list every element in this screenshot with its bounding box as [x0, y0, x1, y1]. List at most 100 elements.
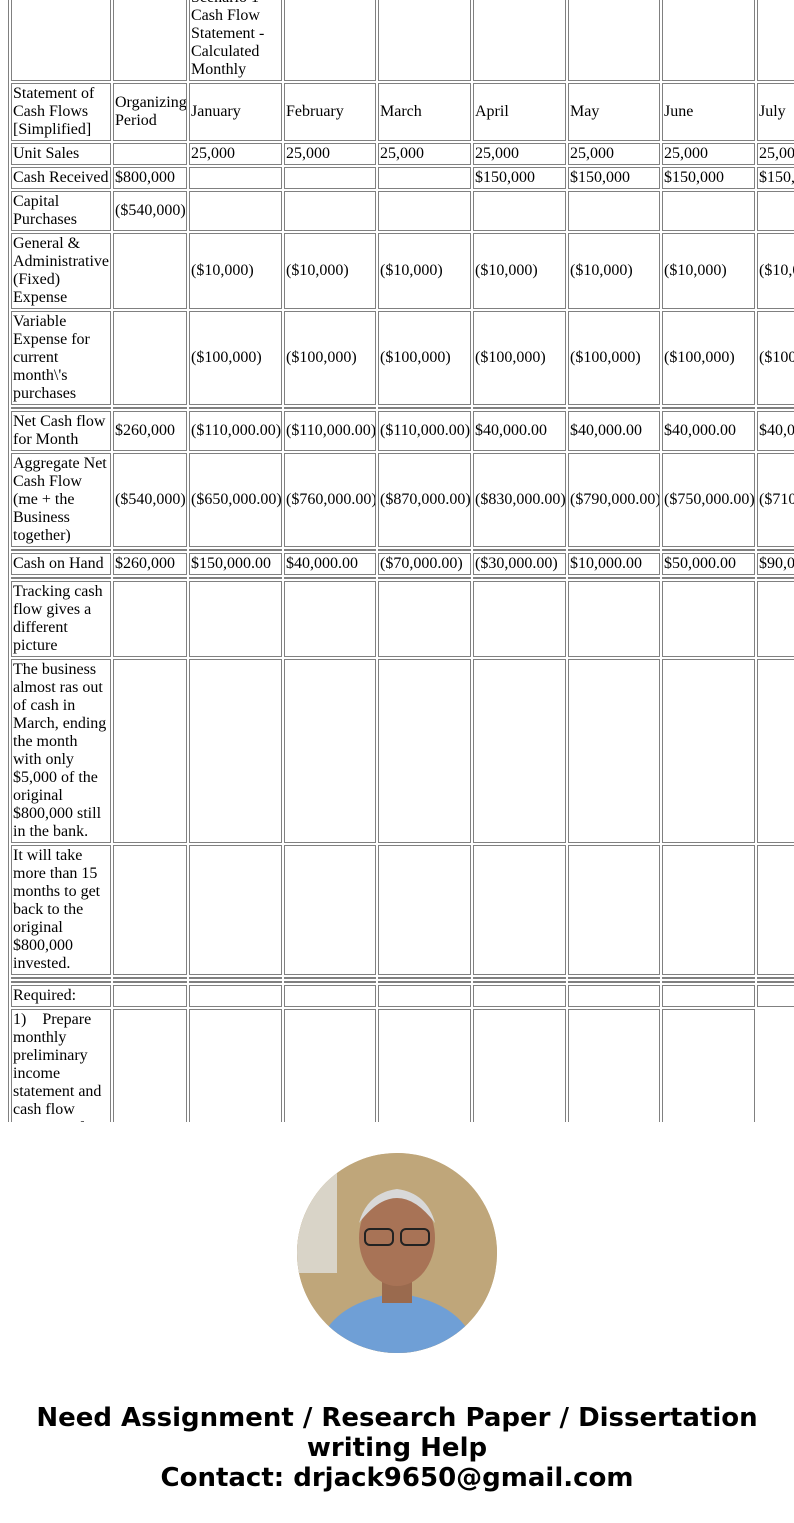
table-cell [284, 191, 376, 231]
table-cell [113, 233, 187, 309]
table-cell [284, 167, 376, 189]
table-cell: $150,000 [757, 167, 794, 189]
table-cell: $150,000.00 [189, 553, 282, 575]
header-cell: March [378, 83, 471, 141]
table-cell: ($10,000) [378, 233, 471, 309]
table-cell: 25,000 [757, 143, 794, 165]
table-cell: ($100,000) [473, 311, 566, 405]
table-cell [473, 191, 566, 231]
table-cell: $40,000.00 [473, 411, 566, 451]
table-cell: ($110,000.00) [189, 411, 282, 451]
note-cell: It will take more than 15 months to get … [11, 845, 111, 975]
table-cell: $90,000.00 [757, 553, 794, 575]
table-cell: ($10,000) [473, 233, 566, 309]
header-cell: May [568, 83, 660, 141]
required-item: 1) Prepare monthly preliminary income st… [11, 1009, 111, 1122]
table-cell: ($10,000) [757, 233, 794, 309]
header-cell: June [662, 83, 755, 141]
row-label: General & Administrative (Fixed) Expense [11, 233, 111, 309]
table-cell: $260,000 [113, 553, 187, 575]
table-cell [757, 191, 794, 231]
table-cell [568, 191, 660, 231]
header-cell: Statement of Cash Flows [Simplified] [11, 83, 111, 141]
row-label: Variable Expense for current month\'s pu… [11, 311, 111, 405]
row-label: Cash on Hand [11, 553, 111, 575]
row-label: Aggregate Net Cash Flow (me + the Busine… [11, 453, 111, 547]
table-row: General & Administrative (Fixed) Expense… [11, 233, 794, 309]
table-cell: 25,000 [284, 143, 376, 165]
table-cell: 25,000 [189, 143, 282, 165]
table-cell [113, 311, 187, 405]
header-cell: Organizing Period [113, 83, 187, 141]
table-cell: ($10,000) [568, 233, 660, 309]
header-cell: April [473, 83, 566, 141]
table-row: Unit Sales 25,000 25,000 25,000 25,000 25,000… [11, 143, 794, 165]
table-cell: ($110,000.00) [378, 411, 471, 451]
header-cell: February [284, 83, 376, 141]
table-title: Scenario 1 Cash Flow Statement - Calcula… [189, 0, 282, 81]
table-cell: ($110,000.00) [284, 411, 376, 451]
table-row: Aggregate Net Cash Flow (me + the Busine… [11, 453, 794, 547]
table-cell: $150,000 [662, 167, 755, 189]
required-item-row: 1) Prepare monthly preliminary income st… [11, 1009, 794, 1122]
table-cell: $40,000.00 [568, 411, 660, 451]
table-cell: 25,000 [568, 143, 660, 165]
table-cell: $40,000.00 [662, 411, 755, 451]
table-cell: $260,000 [113, 411, 187, 451]
table-cell: $150,000 [568, 167, 660, 189]
table-cell: ($70,000.00) [378, 553, 471, 575]
table-cell: ($790,000.00) [568, 453, 660, 547]
footer-contact: Contact: drjack9650@gmail.com [160, 1463, 634, 1493]
cash-flow-table: Scenario 1 Cash Flow Statement - Calcula… [8, 0, 794, 1122]
row-label: Net Cash flow for Month [11, 411, 111, 451]
table-cell: 25,000 [378, 143, 471, 165]
table-cell: ($10,000) [189, 233, 282, 309]
row-label: Capital Purchases [11, 191, 111, 231]
table-cell: ($10,000) [284, 233, 376, 309]
table-cell [189, 167, 282, 189]
note-cell: The business almost ras out of cash in M… [11, 659, 111, 843]
note-row: Tracking cash flow gives a different pic… [11, 581, 794, 657]
header-row: Statement of Cash Flows [Simplified] Org… [11, 83, 794, 141]
title-row: Scenario 1 Cash Flow Statement - Calcula… [11, 0, 794, 81]
table-cell: $40,000.00 [284, 553, 376, 575]
table-cell [662, 191, 755, 231]
author-photo [297, 1153, 497, 1353]
table-cell: ($650,000.00) [189, 453, 282, 547]
table-row: Variable Expense for current month\'s pu… [11, 311, 794, 405]
header-cell: January [189, 83, 282, 141]
table-cell [378, 167, 471, 189]
note-cell: Tracking cash flow gives a different pic… [11, 581, 111, 657]
table-row: Net Cash flow for Month $260,000 ($110,000… [11, 411, 794, 451]
required-row: Required: [11, 985, 794, 1007]
table-cell: $50,000.00 [662, 553, 755, 575]
table-cell: ($100,000) [662, 311, 755, 405]
table-row: Cash on Hand $260,000 $150,000.00 $40,000.0… [11, 553, 794, 575]
required-label: Required: [11, 985, 111, 1007]
note-row: It will take more than 15 months to get … [11, 845, 794, 975]
table-cell: ($100,000) [378, 311, 471, 405]
table-cell: $40,000.00 [757, 411, 794, 451]
table-cell: ($100,000) [757, 311, 794, 405]
table-cell: $150,000 [473, 167, 566, 189]
table-cell: ($100,000) [284, 311, 376, 405]
table-cell [378, 191, 471, 231]
table-cell: ($760,000.00) [284, 453, 376, 547]
footer-headline: Need Assignment / Research Paper / Disse… [36, 1403, 758, 1463]
note-row: The business almost ras out of cash in M… [11, 659, 794, 843]
table-cell: ($10,000) [662, 233, 755, 309]
table-cell [189, 191, 282, 231]
table-cell: $800,000 [113, 167, 187, 189]
header-cell: July [757, 83, 794, 141]
table-cell: ($750,000.00) [662, 453, 755, 547]
table-row: Capital Purchases ($540,000) [11, 191, 794, 231]
table-cell: ($710,000.00) [757, 453, 794, 547]
table-cell: ($540,000) [113, 191, 187, 231]
table-row: Cash Received $800,000 $150,000 $150,000 $15… [11, 167, 794, 189]
table-cell: $10,000.00 [568, 553, 660, 575]
table-cell: 25,000 [662, 143, 755, 165]
table-cell: ($830,000.00) [473, 453, 566, 547]
table-cell: ($100,000) [189, 311, 282, 405]
footer-banner: Need Assignment / Research Paper / Disse… [0, 1403, 794, 1493]
table-cell: ($30,000.00) [473, 553, 566, 575]
